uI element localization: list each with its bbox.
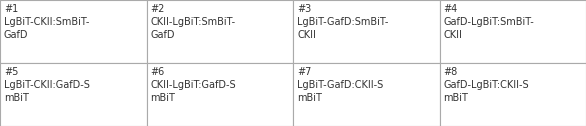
Bar — [146, 63, 293, 126]
Bar — [440, 0, 586, 63]
Bar — [0, 63, 146, 126]
Bar — [440, 63, 586, 126]
Text: #8
GafD-LgBiT:CKII-S
mBiT: #8 GafD-LgBiT:CKII-S mBiT — [444, 67, 529, 103]
Text: #4
GafD-LgBiT:SmBiT-
CKII: #4 GafD-LgBiT:SmBiT- CKII — [444, 4, 534, 40]
Text: #1
LgBiT-CKII:SmBiT-
GafD: #1 LgBiT-CKII:SmBiT- GafD — [4, 4, 90, 40]
Bar — [146, 0, 293, 63]
Text: #2
CKII-LgBiT:SmBiT-
GafD: #2 CKII-LgBiT:SmBiT- GafD — [151, 4, 236, 40]
Bar — [293, 63, 440, 126]
Text: #3
LgBiT-GafD:SmBiT-
CKII: #3 LgBiT-GafD:SmBiT- CKII — [297, 4, 389, 40]
Bar — [293, 0, 440, 63]
Text: #6
CKII-LgBiT:GafD-S
mBiT: #6 CKII-LgBiT:GafD-S mBiT — [151, 67, 236, 103]
Text: #5
LgBiT-CKII:GafD-S
mBiT: #5 LgBiT-CKII:GafD-S mBiT — [4, 67, 90, 103]
Text: #7
LgBiT-GafD:CKII-S
mBiT: #7 LgBiT-GafD:CKII-S mBiT — [297, 67, 383, 103]
Bar — [0, 0, 146, 63]
